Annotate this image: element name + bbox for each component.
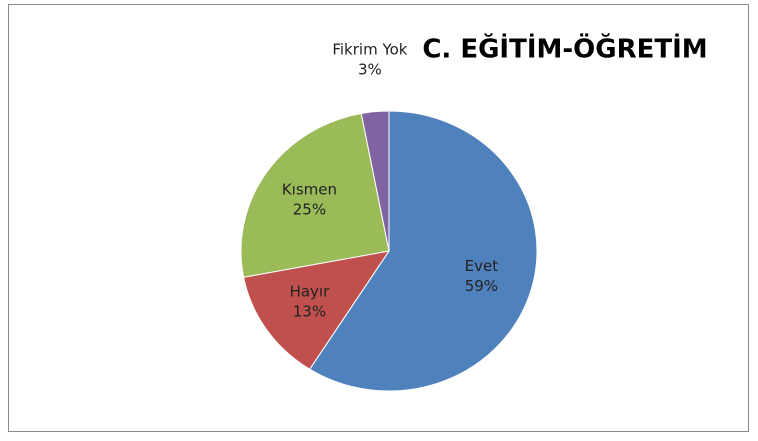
slice-label: Hayır — [290, 283, 331, 301]
slice-value-label: 25% — [293, 200, 326, 218]
slice-value-label: 59% — [465, 277, 498, 295]
slice-label: Evet — [465, 257, 499, 275]
pie-slice — [240, 112, 390, 278]
pie-slice — [308, 110, 538, 392]
slice-value-label: 13% — [293, 303, 326, 321]
pie-slice — [360, 110, 390, 252]
slice-value-label: 3% — [358, 61, 382, 79]
pie-slice — [243, 250, 391, 370]
slice-label: Kısmen — [282, 180, 337, 198]
chart-title: C. EĞİTİM-ÖĞRETİM — [422, 32, 707, 65]
slice-label: Fikrim Yok — [332, 41, 407, 59]
